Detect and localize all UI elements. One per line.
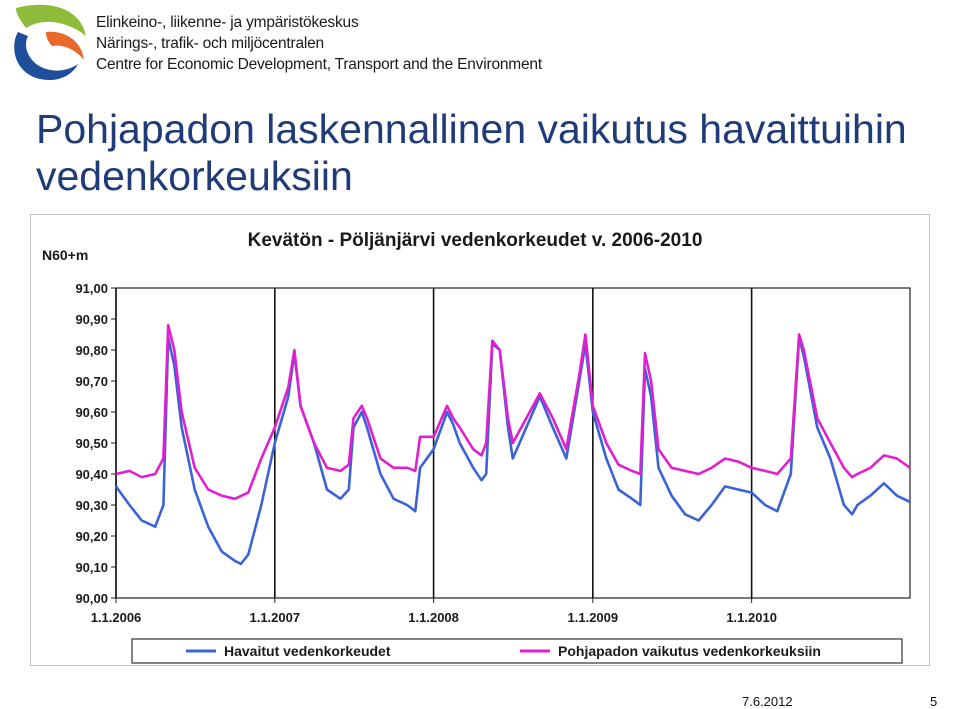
- logo-green-leaf: [16, 4, 86, 37]
- y-tick-label: 90,00: [75, 591, 108, 606]
- legend-label-observed: Havaitut vedenkorkeudet: [224, 643, 391, 659]
- y-tick-label: 90,90: [75, 312, 108, 327]
- chart-legend: Havaitut vedenkorkeudet Pohjapadon vaiku…: [131, 638, 903, 664]
- org-name-swedish: Närings-, trafik- och miljöcentralen: [96, 35, 324, 52]
- y-tick-label: 90,60: [75, 405, 108, 420]
- y-tick-label: 90,10: [75, 560, 108, 575]
- y-tick-label: 91,00: [75, 281, 108, 296]
- org-name-english: Centre for Economic Development, Transpo…: [96, 56, 542, 73]
- slide-page-number: 5: [930, 694, 938, 709]
- y-tick-label: 90,30: [75, 498, 108, 513]
- slide-title-line-1: Pohjapadon laskennallinen vaikutus havai…: [36, 106, 907, 152]
- y-axis-label: N60+m: [42, 247, 88, 263]
- x-tick-label: 1.1.2009: [568, 610, 619, 625]
- ely-centre-logo: [14, 4, 86, 81]
- y-tick-label: 90,80: [75, 343, 108, 358]
- org-name-finnish: Elinkeino-, liikenne- ja ympäristökeskus: [96, 14, 359, 31]
- x-tick-label: 1.1.2006: [91, 610, 142, 625]
- organization-name: Elinkeino-, liikenne- ja ympäristökeskus…: [96, 12, 542, 75]
- logo-blue-arc: [14, 32, 79, 81]
- slide-date: 7.6.2012: [742, 694, 793, 709]
- slide-title: Pohjapadon laskennallinen vaikutus havai…: [36, 106, 936, 200]
- y-tick-label: 90,40: [75, 467, 108, 482]
- legend-label-weir-effect: Pohjapadon vaikutus vedenkorkeuksiin: [558, 643, 821, 659]
- y-tick-label: 90,20: [75, 529, 108, 544]
- slide-title-line-2: vedenkorkeuksiin: [36, 153, 353, 199]
- series-line-weir-effect: [115, 323, 911, 501]
- y-tick-label: 90,70: [75, 374, 108, 389]
- logo-orange-arc: [46, 31, 84, 60]
- chart-title: Kevätön - Pöljänjärvi vedenkorkeudet v. …: [248, 230, 703, 251]
- y-tick-label: 90,50: [75, 436, 108, 451]
- x-tick-label: 1.1.2008: [408, 610, 459, 625]
- x-tick-label: 1.1.2007: [249, 610, 300, 625]
- water-level-chart: Kevätön - Pöljänjärvi vedenkorkeudet v. …: [30, 214, 930, 666]
- legend-box: [131, 638, 903, 664]
- x-tick-label: 1.1.2010: [726, 610, 777, 625]
